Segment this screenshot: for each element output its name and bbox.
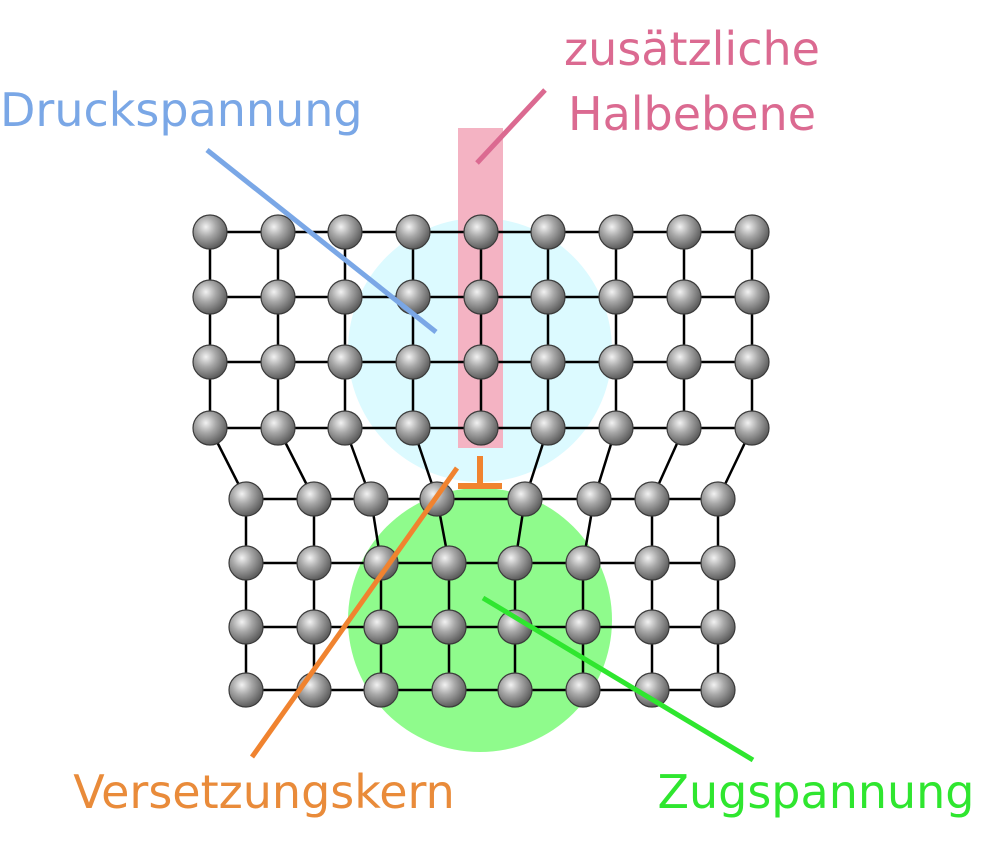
upper-atom [260, 410, 296, 446]
lower-atom [228, 609, 264, 645]
lower-atom [228, 545, 264, 581]
upper-atom [666, 410, 702, 446]
lower-atom [634, 481, 670, 517]
lower-atom [700, 672, 736, 708]
upper-atom [598, 344, 634, 380]
upper-atom [666, 279, 702, 315]
upper-atom [598, 410, 634, 446]
upper-atom [463, 410, 499, 446]
lower-atom [497, 672, 533, 708]
tension-label: Zugspannung [657, 765, 974, 819]
upper-atom [463, 279, 499, 315]
core-pointer-line [249, 466, 460, 759]
upper-atom [530, 279, 566, 315]
lower-atom [431, 672, 467, 708]
tension-zone [348, 488, 612, 752]
upper-atom [463, 344, 499, 380]
lower-atom [353, 481, 389, 517]
upper-atom [192, 214, 228, 250]
upper-atom [327, 344, 363, 380]
upper-atom [327, 214, 363, 250]
extra-half-plane-label-line1: zusätzliche [564, 22, 820, 76]
lower-atom [228, 481, 264, 517]
upper-atom [598, 279, 634, 315]
lower-atom [565, 609, 601, 645]
dislocation-core-label: Versetzungskern [73, 765, 455, 819]
lower-atom [497, 545, 533, 581]
upper-atom [530, 344, 566, 380]
lower-atom [700, 545, 736, 581]
upper-atom [192, 279, 228, 315]
upper-atom [530, 410, 566, 446]
lower-atom [565, 672, 601, 708]
lower-atom [634, 609, 670, 645]
lower-atom [700, 609, 736, 645]
lattice-atoms [192, 214, 770, 708]
lower-atom [296, 609, 332, 645]
upper-atom [260, 344, 296, 380]
upper-atom [530, 214, 566, 250]
half-plane-pointer-line [475, 88, 547, 165]
upper-atom [395, 344, 431, 380]
tension-pointer-line [481, 595, 755, 763]
upper-atom [260, 279, 296, 315]
lower-atom [228, 672, 264, 708]
lower-atom [296, 545, 332, 581]
compression-label: Druckspannung [0, 83, 363, 137]
upper-atom [260, 214, 296, 250]
lower-atom [634, 545, 670, 581]
upper-atom [734, 214, 770, 250]
upper-atom [395, 410, 431, 446]
upper-atom [666, 344, 702, 380]
lower-atom [576, 481, 612, 517]
lower-atom [431, 609, 467, 645]
lower-atom [700, 481, 736, 517]
upper-atom [734, 344, 770, 380]
upper-atom [327, 410, 363, 446]
compression-pointer-line [205, 148, 438, 334]
upper-atom [192, 410, 228, 446]
upper-atom [192, 344, 228, 380]
extra-half-plane-label-line2: Halbebene [568, 87, 816, 141]
upper-atom [666, 214, 702, 250]
lower-atom [296, 481, 332, 517]
upper-atom [598, 214, 634, 250]
dislocation-symbol [458, 456, 502, 489]
lower-atom [431, 545, 467, 581]
upper-atom [734, 279, 770, 315]
lower-atom [565, 545, 601, 581]
lower-atom [507, 481, 543, 517]
lower-atom [363, 609, 399, 645]
upper-atom [734, 410, 770, 446]
upper-atom [327, 279, 363, 315]
upper-atom [463, 214, 499, 250]
upper-atom [395, 279, 431, 315]
lower-atom [363, 545, 399, 581]
lower-atom [363, 672, 399, 708]
upper-atom [395, 214, 431, 250]
